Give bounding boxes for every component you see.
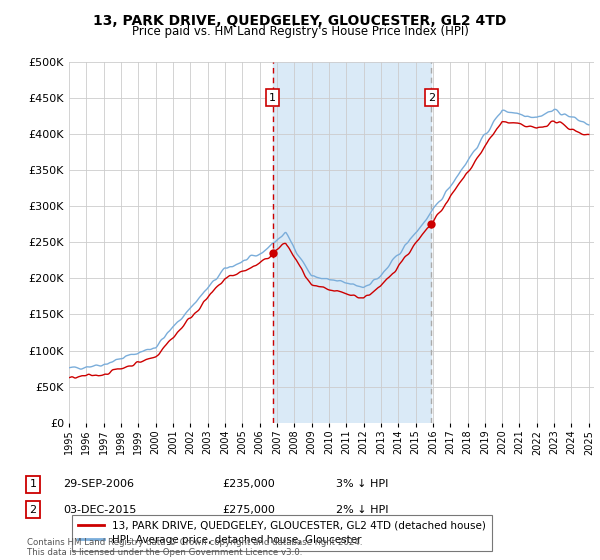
Text: £235,000: £235,000 bbox=[222, 479, 275, 489]
Text: 1: 1 bbox=[269, 93, 276, 102]
Text: 03-DEC-2015: 03-DEC-2015 bbox=[63, 505, 136, 515]
Legend: 13, PARK DRIVE, QUEDGELEY, GLOUCESTER, GL2 4TD (detached house), HPI: Average pr: 13, PARK DRIVE, QUEDGELEY, GLOUCESTER, G… bbox=[71, 515, 493, 551]
Text: 3% ↓ HPI: 3% ↓ HPI bbox=[336, 479, 388, 489]
Text: 13, PARK DRIVE, QUEDGELEY, GLOUCESTER, GL2 4TD: 13, PARK DRIVE, QUEDGELEY, GLOUCESTER, G… bbox=[94, 14, 506, 28]
Text: £275,000: £275,000 bbox=[222, 505, 275, 515]
Text: 2% ↓ HPI: 2% ↓ HPI bbox=[336, 505, 389, 515]
Text: Contains HM Land Registry data © Crown copyright and database right 2024.
This d: Contains HM Land Registry data © Crown c… bbox=[27, 538, 362, 557]
Bar bbox=[272, 62, 431, 423]
Text: Price paid vs. HM Land Registry's House Price Index (HPI): Price paid vs. HM Land Registry's House … bbox=[131, 25, 469, 38]
Text: 2: 2 bbox=[428, 93, 435, 102]
Text: 29-SEP-2006: 29-SEP-2006 bbox=[63, 479, 134, 489]
Text: 2: 2 bbox=[29, 505, 37, 515]
Text: 1: 1 bbox=[29, 479, 37, 489]
